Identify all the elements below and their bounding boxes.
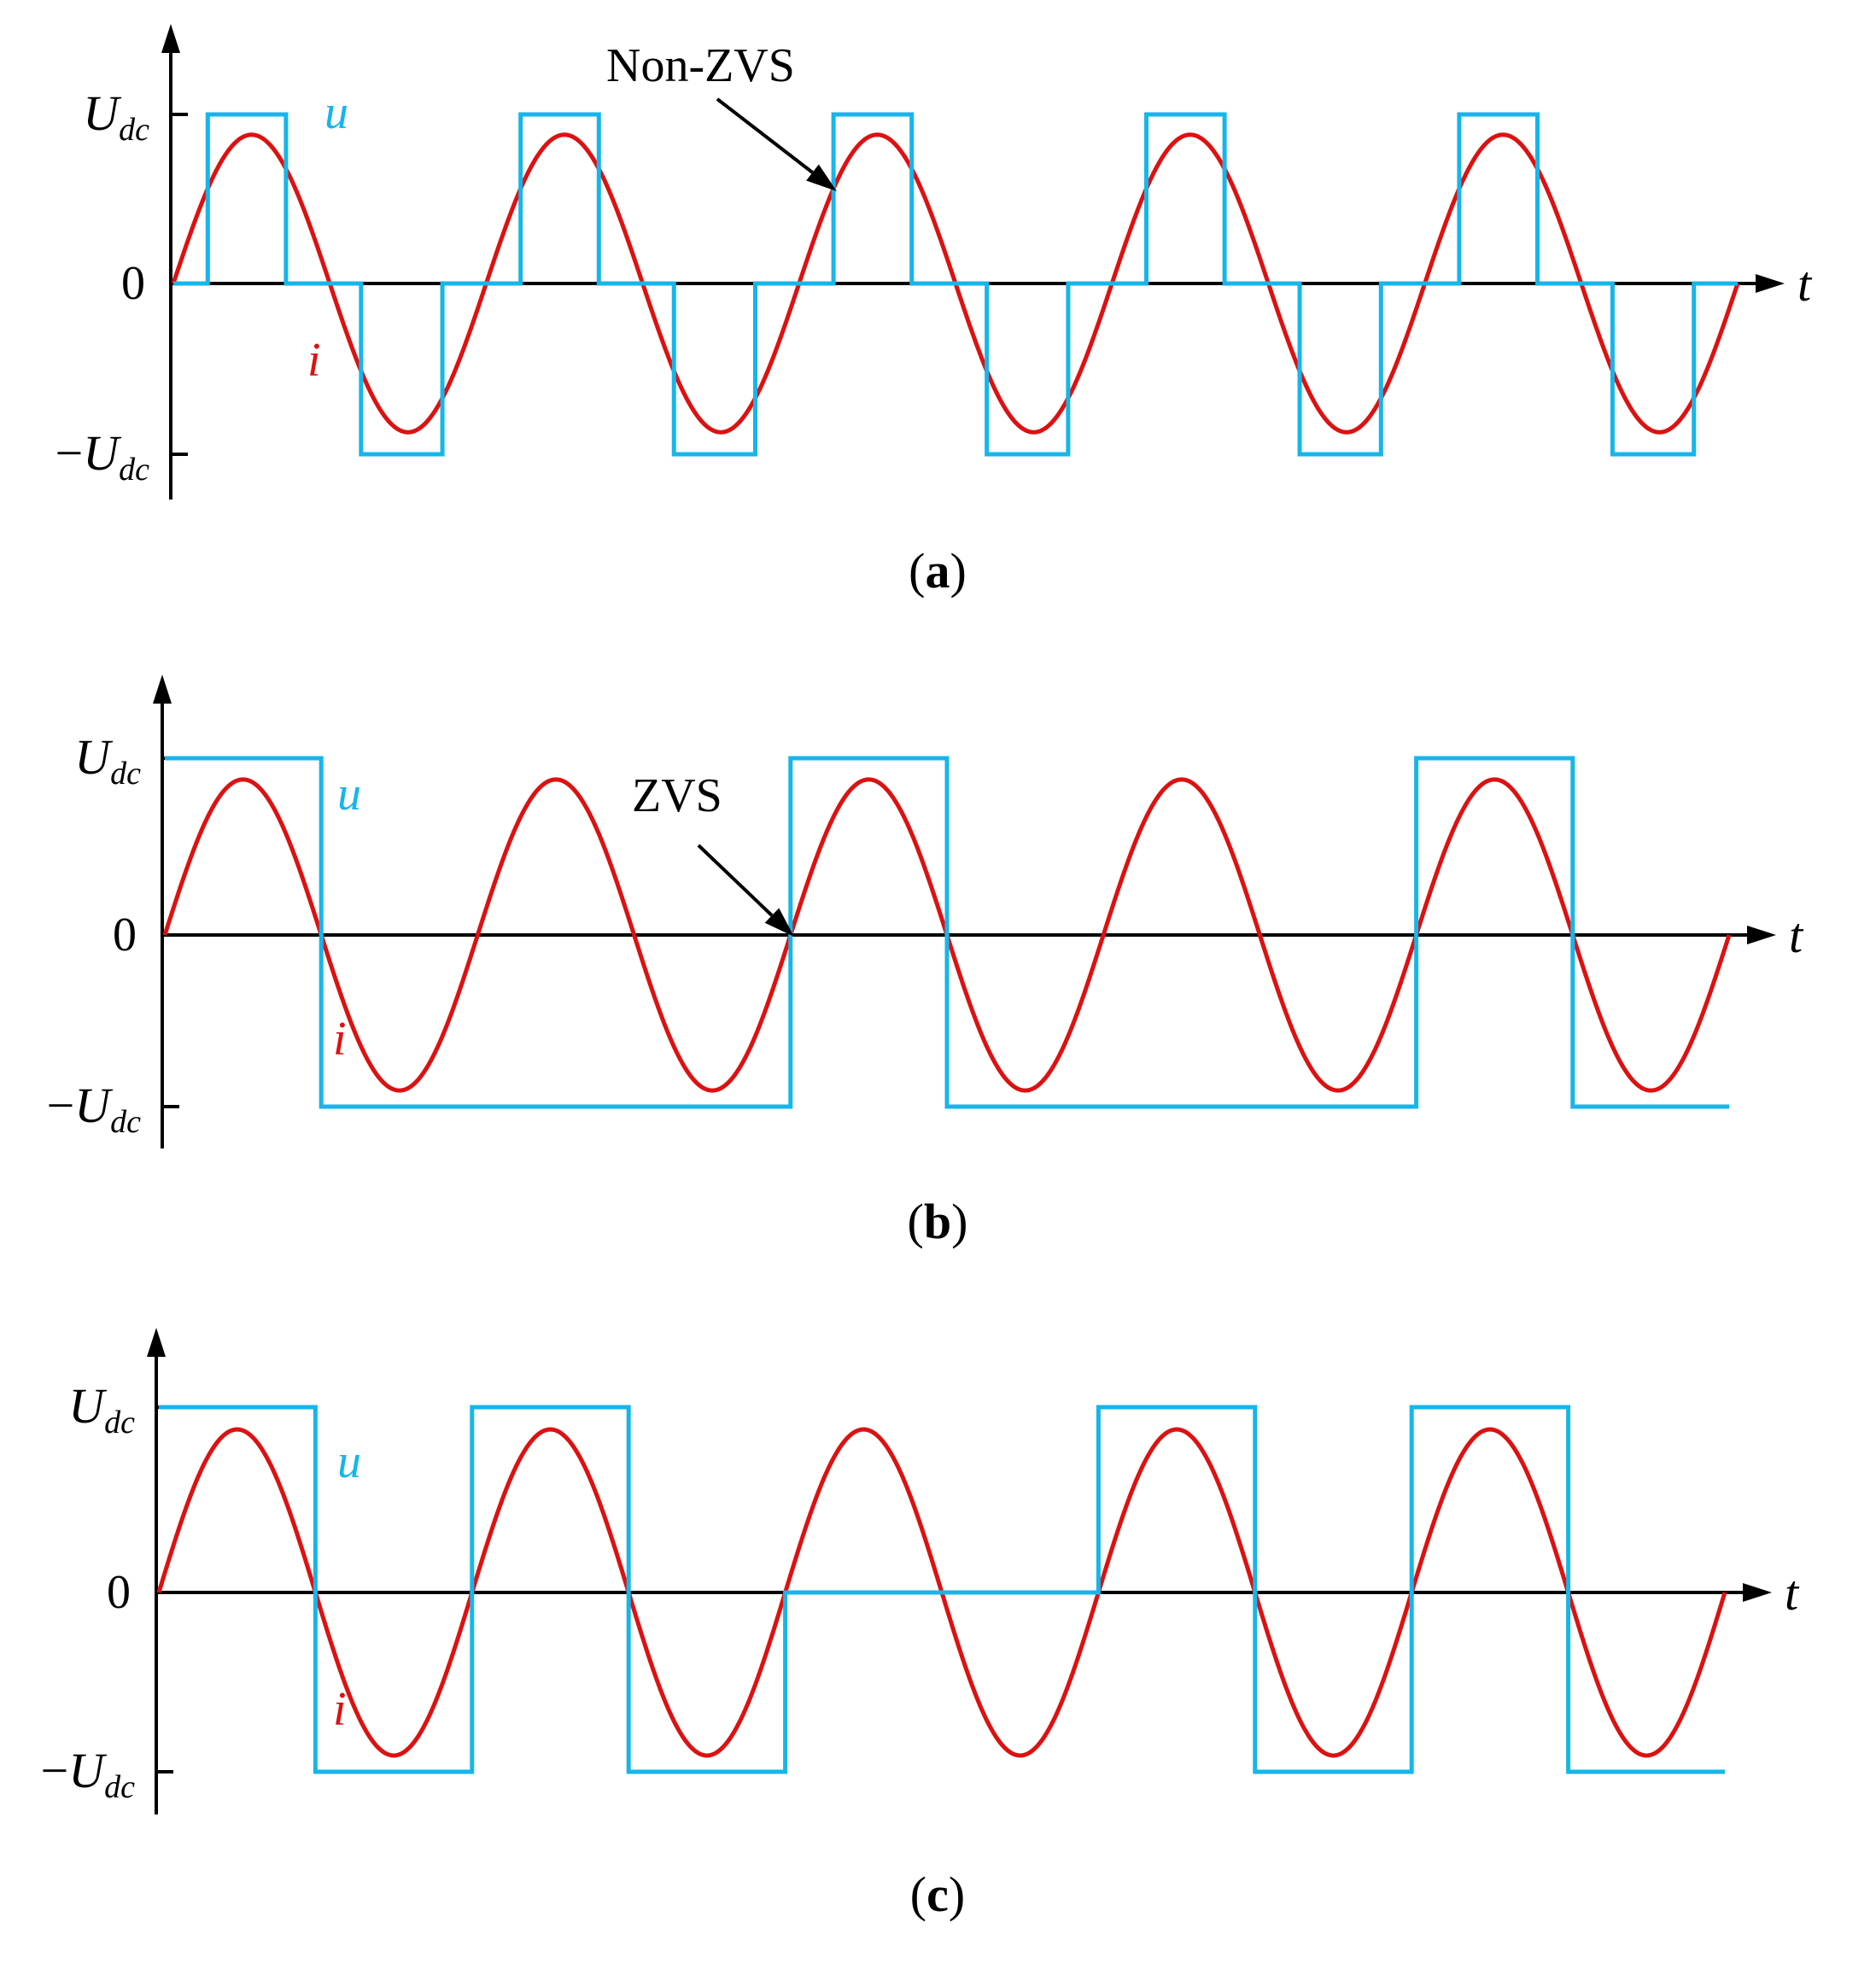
current-label: i — [333, 1013, 347, 1066]
tick-label-zero: 0 — [107, 1566, 131, 1619]
tick-label-minus-udc: −Udc — [47, 1078, 142, 1140]
panel-c: Udc 0 −Udc t u i (c) — [41, 1328, 1800, 1922]
voltage-label: u — [337, 768, 361, 821]
tick-label-zero: 0 — [121, 257, 145, 310]
tick-label-udc: Udc — [83, 85, 149, 148]
tick-label-minus-udc: −Udc — [56, 425, 150, 488]
voltage-waveform — [173, 112, 1738, 457]
time-axis-label: t — [1785, 1565, 1800, 1621]
time-axis-arrow-icon — [1747, 926, 1776, 944]
tick-label-minus-udc: −Udc — [41, 1743, 136, 1805]
tick-label-udc: Udc — [68, 1378, 135, 1440]
voltage-waveform — [165, 756, 1729, 1109]
annotation-arrow-line — [716, 97, 814, 174]
time-axis-arrow-icon — [1743, 1583, 1772, 1602]
current-label: i — [307, 334, 321, 387]
voltage-waveform — [159, 1405, 1725, 1774]
panel-caption: (b) — [908, 1194, 968, 1249]
time-axis-label: t — [1789, 908, 1804, 963]
annotation-arrow-icon — [806, 164, 837, 191]
tick-label-udc: Udc — [74, 729, 141, 792]
tick-label-zero: 0 — [113, 909, 137, 961]
current-label: i — [333, 1683, 347, 1736]
time-axis-arrow-icon — [1756, 274, 1785, 293]
panel-caption: (c) — [910, 1867, 965, 1922]
y-axis-arrow-icon — [161, 24, 180, 53]
panel-a: Udc 0 −Udc t u i Non-ZVS (a) — [56, 24, 1813, 599]
panel-b: Udc 0 −Udc t u i ZVS (b) — [47, 675, 1804, 1249]
annotation-arrow-icon — [764, 908, 794, 937]
y-axis-arrow-icon — [153, 675, 172, 704]
annotation-arrow-line — [697, 844, 774, 917]
voltage-label: u — [324, 86, 348, 139]
annotation-label: ZVS — [632, 769, 722, 822]
annotation-label: Non-ZVS — [606, 39, 795, 92]
voltage-label: u — [337, 1435, 361, 1488]
y-axis-arrow-icon — [147, 1328, 166, 1357]
time-axis-label: t — [1797, 256, 1813, 312]
panel-caption: (a) — [909, 543, 967, 599]
